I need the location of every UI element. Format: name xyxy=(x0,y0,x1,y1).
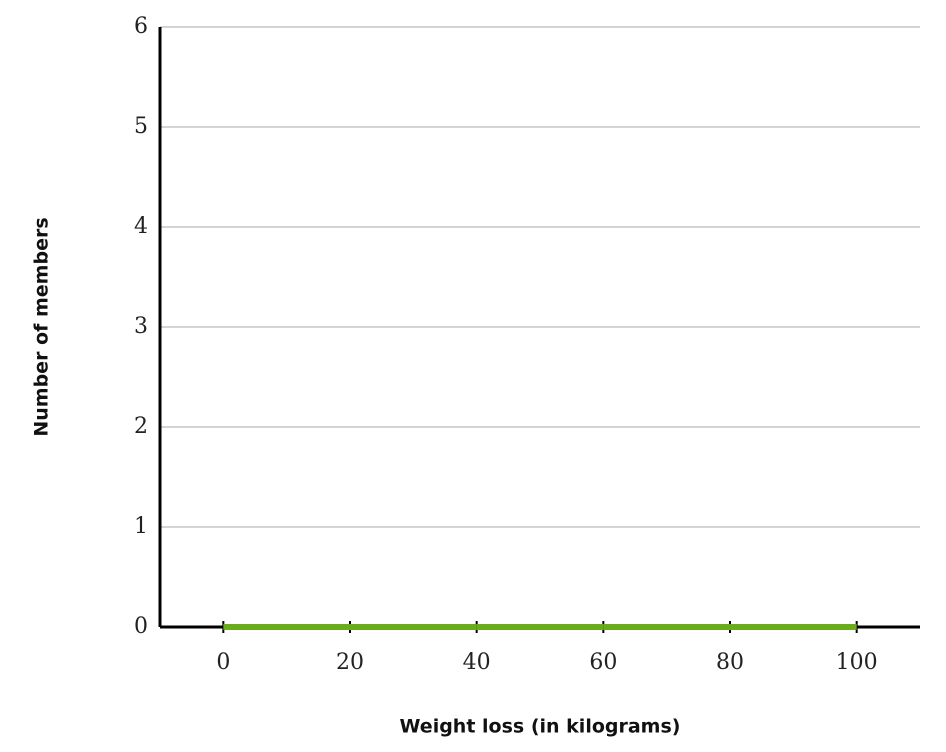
y-tick-label: 1 xyxy=(134,514,148,539)
bar xyxy=(476,624,604,630)
x-tick-label: 20 xyxy=(336,650,364,675)
y-tick-label: 6 xyxy=(134,14,148,39)
x-tick-label: 80 xyxy=(716,650,744,675)
x-tick-label: 100 xyxy=(836,650,878,675)
y-tick-label: 5 xyxy=(134,114,148,139)
bar xyxy=(730,624,857,630)
bar xyxy=(223,624,350,630)
bar xyxy=(350,624,477,630)
bar xyxy=(603,624,730,630)
x-tick-label: 40 xyxy=(463,650,491,675)
y-tick-label: 3 xyxy=(134,314,148,339)
y-tick-label: 2 xyxy=(134,414,148,439)
y-tick-label: 0 xyxy=(134,614,148,639)
x-tick-label: 0 xyxy=(216,650,230,675)
y-axis-title: Number of members xyxy=(31,217,53,436)
x-tick-label: 60 xyxy=(589,650,617,675)
y-tick-label: 4 xyxy=(134,214,148,239)
x-axis-title: Weight loss (in kilograms) xyxy=(400,716,681,738)
